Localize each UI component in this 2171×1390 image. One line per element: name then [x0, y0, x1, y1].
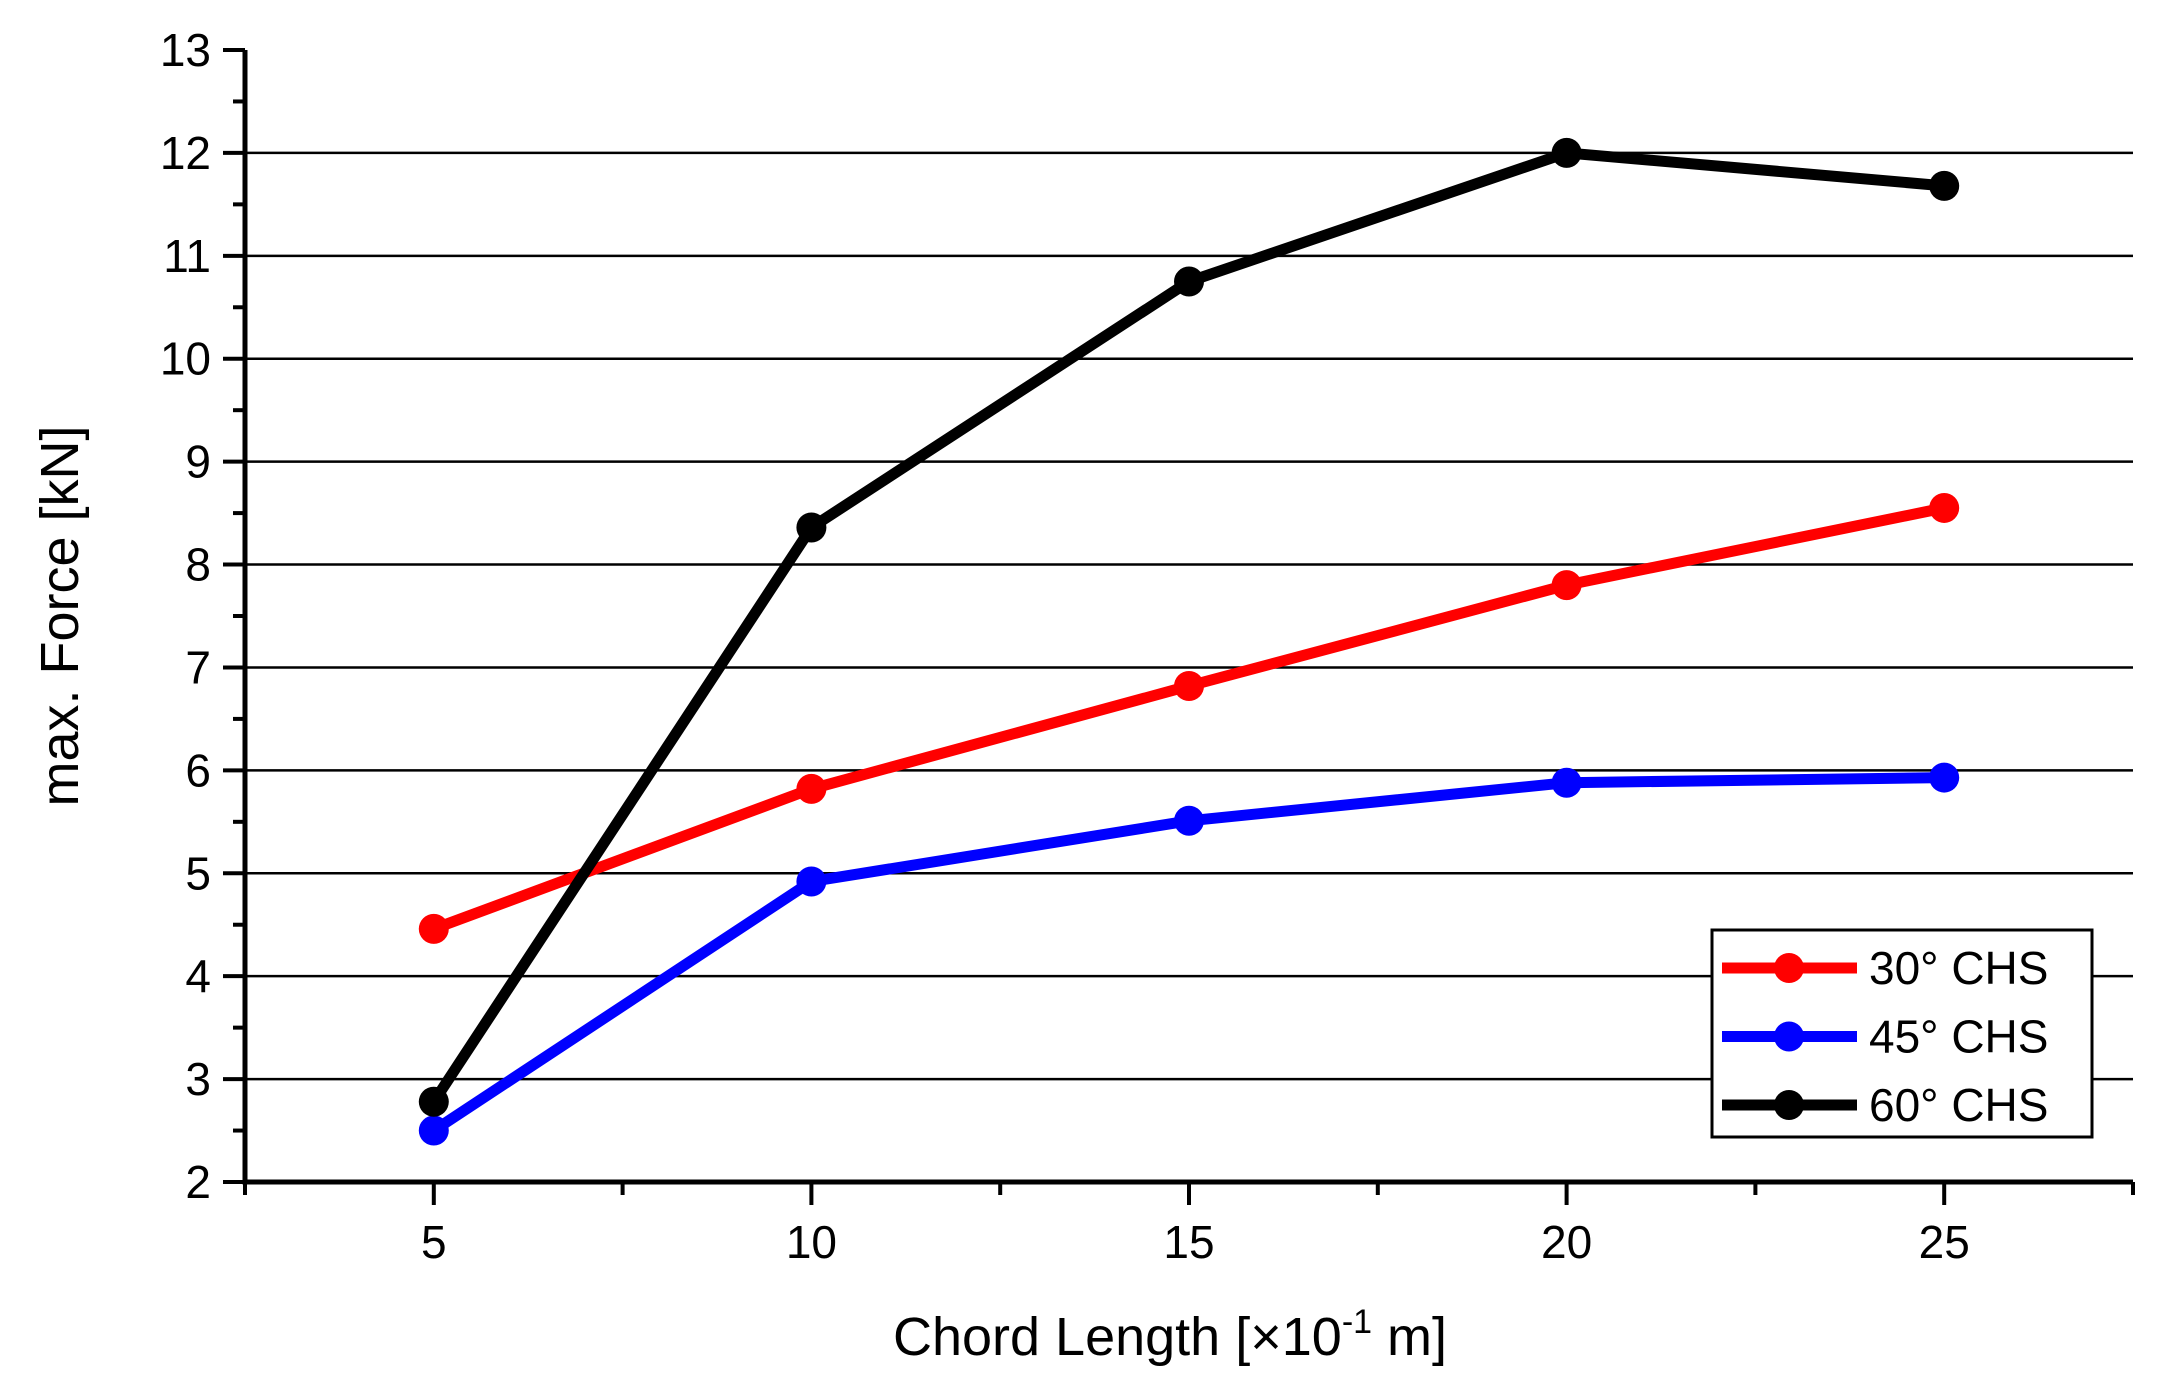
y-tick-label: 2: [185, 1156, 211, 1208]
data-point-30-chs: [1174, 670, 1204, 701]
y-tick-label: 4: [185, 950, 211, 1002]
y-tick-label: 3: [185, 1053, 211, 1105]
legend-label: 45° CHS: [1869, 1011, 2048, 1063]
legend-swatch-dot: [1774, 953, 1804, 983]
x-tick-label: 20: [1541, 1216, 1592, 1268]
data-point-30-chs: [1551, 570, 1582, 601]
ticks: [223, 48, 2135, 1205]
x-tick-label: 15: [1163, 1216, 1214, 1268]
series-60-chs: [418, 137, 1960, 1117]
data-point-45-chs: [1551, 767, 1582, 798]
y-tick-label: 7: [185, 641, 211, 693]
data-point-60-chs: [1174, 266, 1204, 297]
x-axis-title: Chord Length [×10-1 m]: [893, 1303, 1447, 1367]
x-axis-title-suffix: m]: [1372, 1307, 1447, 1367]
gridlines: [245, 151, 2133, 1081]
series-line-30-chs: [431, 502, 1946, 935]
x-axis-title-superscript: -1: [1342, 1303, 1372, 1341]
legend-swatch-dot: [1774, 1090, 1804, 1120]
y-tick-label: 13: [160, 24, 211, 76]
y-tick-label: 10: [160, 333, 211, 385]
y-tick-label: 12: [160, 127, 211, 179]
data-point-45-chs: [796, 866, 827, 897]
legend-item-60-chs: 60° CHS: [1722, 1079, 2048, 1131]
data-point-60-chs: [1551, 137, 1582, 168]
data-point-45-chs: [1174, 805, 1204, 836]
data-point-45-chs: [418, 1115, 449, 1146]
series-30-chs: [418, 492, 1960, 944]
data-point-60-chs: [1929, 170, 1960, 201]
y-tick-label: 8: [185, 539, 211, 591]
x-axis-title-prefix: Chord Length [×10: [893, 1307, 1342, 1367]
tick-labels: 2 3 4 5 6 7 8 9 10 11 12 13 5 10 15 20 25: [160, 24, 1970, 1268]
series-45-chs: [418, 762, 1960, 1146]
chart-root: 2 3 4 5 6 7 8 9 10 11 12 13 5 10 15 20 25 30° CHS 45° CHS 6…: [160, 24, 2135, 1268]
y-tick-label: 11: [163, 230, 211, 282]
legend-swatch-dot: [1774, 1021, 1804, 1052]
legend-label: 60° CHS: [1869, 1079, 2048, 1131]
x-tick-label: 10: [786, 1216, 837, 1268]
data-point-30-chs: [796, 773, 827, 804]
x-tick-label: 25: [1919, 1216, 1970, 1268]
legend-label: 30° CHS: [1869, 942, 2048, 994]
legend: 30° CHS 45° CHS 60° CHS: [1710, 928, 2094, 1139]
data-point-30-chs: [1929, 492, 1960, 523]
data-point-30-chs: [418, 913, 449, 944]
legend-item-45-chs: 45° CHS: [1722, 1011, 2048, 1063]
y-tick-label: 5: [185, 847, 211, 899]
data-point-45-chs: [1929, 762, 1960, 793]
y-axis-title: max. Force [kN]: [30, 425, 90, 806]
legend-item-30-chs: 30° CHS: [1722, 942, 2048, 994]
x-tick-label: 5: [421, 1216, 447, 1268]
data-point-60-chs: [418, 1086, 449, 1117]
y-tick-label: 9: [185, 436, 211, 488]
y-tick-label: 6: [185, 744, 211, 796]
data-point-60-chs: [796, 512, 827, 543]
